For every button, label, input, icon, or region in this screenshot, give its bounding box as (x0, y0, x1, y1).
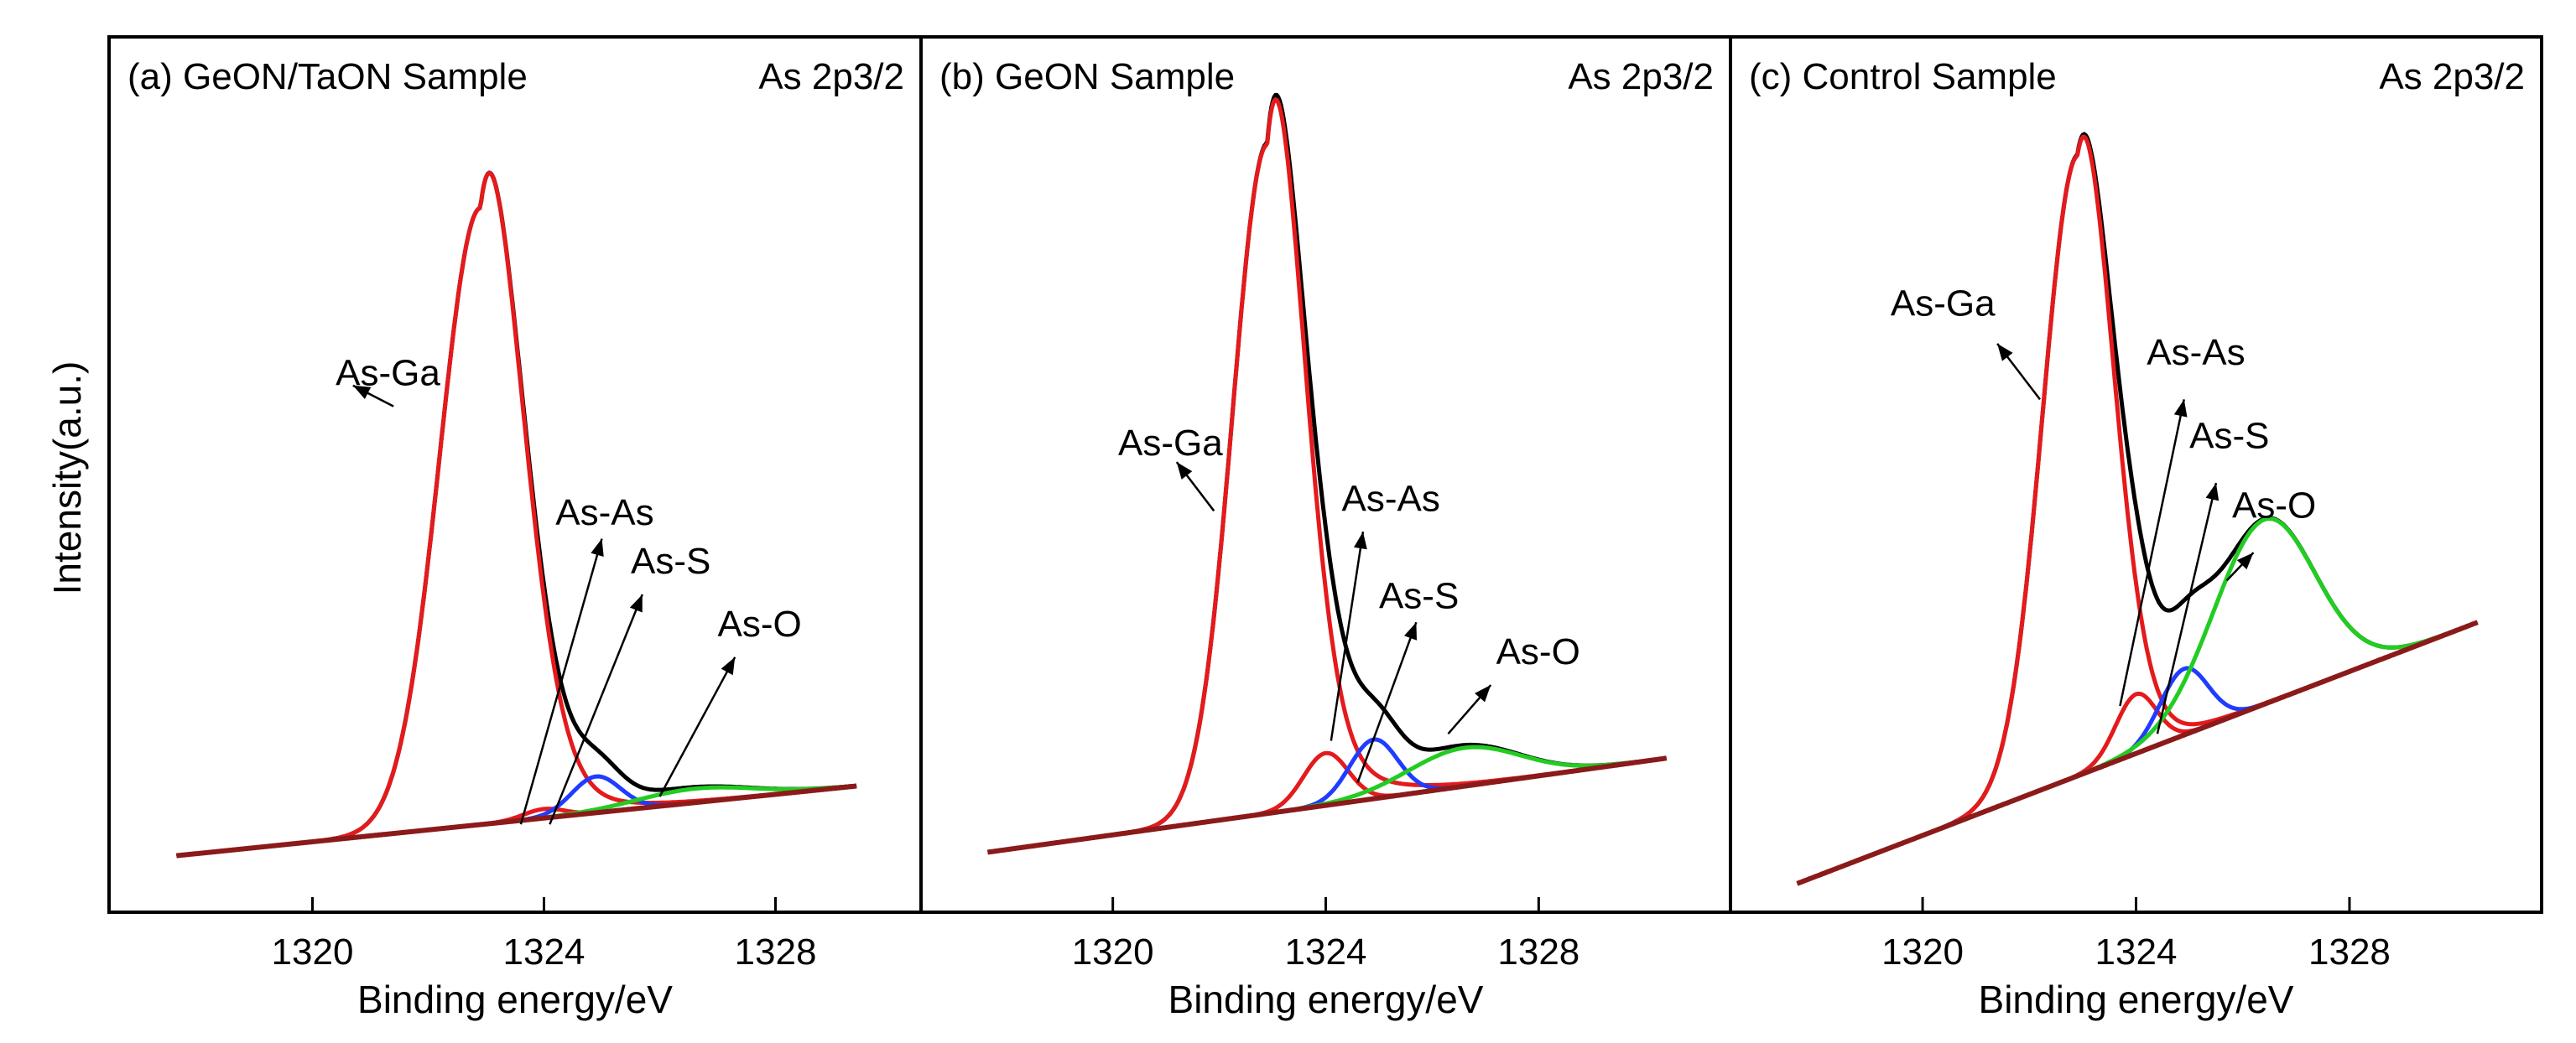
core-level-label: As 2p3/2 (1568, 56, 1714, 97)
background-line (986, 755, 1668, 855)
panel-title: (a) GeON/TaON Sample (127, 56, 528, 97)
x-tick-label: 1324 (1285, 931, 1367, 973)
annotation-arrowhead (2205, 483, 2220, 501)
x-tick-label: 1320 (272, 931, 354, 973)
peak-label-as-s: As-S (2189, 416, 2269, 457)
peak-label-as-o: As-O (1496, 631, 1580, 672)
annotation-arrowhead (1997, 343, 2013, 361)
annotation-arrowhead (591, 538, 604, 557)
peak-label-as-as: As-As (1342, 478, 1440, 519)
annotation-arrowhead (2236, 553, 2254, 570)
annotation-arrow-line (1330, 532, 1365, 741)
x-tick-label: 1328 (2308, 931, 2391, 973)
panel-title: (c) Control Sample (1749, 56, 2057, 97)
annotation-arrow-line (549, 594, 643, 825)
peak-label-as-as: As-As (2147, 332, 2245, 373)
x-axis-label: Binding energy/eV (1979, 978, 2294, 1021)
panel-a: 1320 1324 1328 (a) GeON/TaON Sample As 2p3/2… (107, 35, 923, 1021)
annotation-arrowhead (1475, 685, 1491, 703)
annotation-arrow-line (1356, 621, 1418, 783)
background-line (1796, 620, 2479, 886)
panels: 1320 1324 1328 (a) GeON/TaON Sample As 2p3/2… (107, 35, 2543, 1021)
peak-label-as-as: As-As (555, 492, 653, 533)
core-level-label: As 2p3/2 (2379, 56, 2525, 97)
x-axis-label: Binding energy/eV (1168, 978, 1484, 1021)
annotation-arrow-line (519, 538, 603, 825)
x-axis-label: Binding energy/eV (357, 978, 673, 1021)
annotation-arrowhead (1176, 462, 1193, 480)
annotation-arrow-line (2156, 482, 2218, 734)
annotation-arrowhead (2173, 399, 2188, 418)
x-tick-label: 1328 (735, 931, 817, 973)
panel-title: (b) GeON Sample (939, 56, 1235, 97)
x-tick-label: 1320 (1881, 931, 1964, 973)
annotation-arrowhead (1353, 532, 1367, 550)
annotation-arrowhead (1404, 622, 1418, 641)
x-tick-label: 1324 (2095, 931, 2178, 973)
y-axis-label: Intensity(a.u.) (45, 361, 89, 595)
peak-label-as-ga: As-Ga (1118, 423, 1223, 464)
annotation-arrowhead (629, 594, 643, 613)
peak-label-as-o: As-O (718, 604, 802, 645)
x-tick-label: 1328 (1497, 931, 1579, 973)
annotation-arrowhead (352, 385, 372, 400)
peak-label-as-ga: As-Ga (1891, 283, 1996, 324)
peak-label-as-s: As-S (1379, 576, 1459, 617)
core-level-label: As 2p3/2 (758, 56, 904, 97)
x-tick-label: 1324 (503, 931, 585, 973)
panel-c: 1320 1324 1328 (c) Control Sample As 2p3/2 Bi… (1729, 35, 2543, 1021)
peak-label-as-ga: As-Ga (336, 353, 440, 394)
x-tick-label: 1320 (1072, 931, 1154, 973)
annotation-arrow-line (2119, 399, 2185, 707)
peak-label-as-s: As-S (631, 541, 710, 582)
annotation-arrowhead (721, 656, 736, 676)
peak-label-as-o: As-O (2232, 485, 2316, 527)
annotation-arrow-line (658, 656, 736, 797)
background-line (176, 783, 857, 859)
panel-b: 1320 1324 1328 (b) GeON Sample As 2p3/2 Bindi… (919, 35, 1732, 1021)
